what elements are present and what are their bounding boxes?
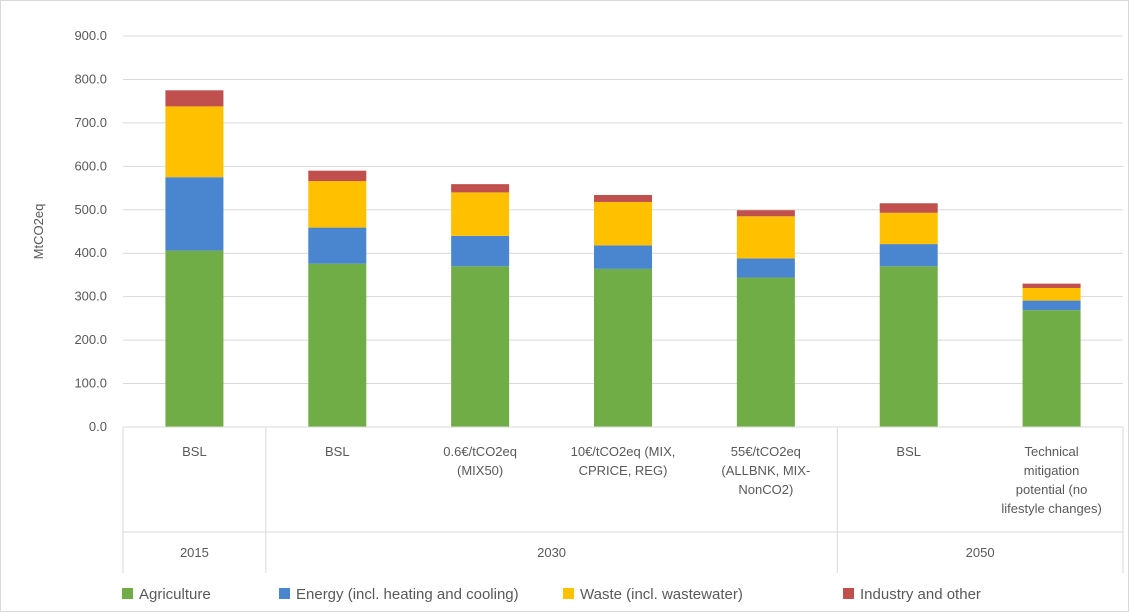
bar-segment bbox=[165, 90, 224, 107]
bar-segment bbox=[736, 258, 795, 278]
legend-swatch bbox=[563, 588, 574, 599]
y-tick-label: 800.0 bbox=[74, 71, 107, 86]
x-tick-label-line: 10€/tCO2eq (MIX, bbox=[571, 444, 676, 459]
legend-label: Agriculture bbox=[139, 586, 211, 603]
bar-segment bbox=[165, 250, 224, 427]
bar-segment bbox=[594, 201, 652, 246]
bar-segment bbox=[165, 177, 224, 251]
bar-segment bbox=[451, 266, 510, 427]
legend-swatch bbox=[279, 588, 290, 599]
y-tick-label: 900.0 bbox=[74, 28, 107, 43]
y-tick-label: 700.0 bbox=[74, 115, 107, 130]
x-tick-label: 10€/tCO2eq (MIX, CPRICE, REG) bbox=[571, 444, 676, 478]
bar-segment bbox=[165, 106, 224, 178]
bar-segment bbox=[1022, 310, 1081, 427]
bar-segment bbox=[879, 244, 938, 267]
y-tick-label: 400.0 bbox=[74, 245, 107, 260]
y-tick-label: 0.0 bbox=[89, 419, 107, 434]
x-tick-label-line: BSL bbox=[896, 444, 921, 459]
x-tick-label: 0.6€/tCO2eq (MIX50) bbox=[443, 444, 517, 478]
group-label: 2015 bbox=[180, 545, 209, 560]
bar-segment bbox=[879, 212, 938, 245]
bar-segment bbox=[308, 181, 367, 228]
x-tick-label: 55€/tCO2eq (ALLBNK, MIX- NonCO2) bbox=[721, 444, 810, 497]
x-tick-label: BSL bbox=[896, 444, 921, 459]
legend-swatch bbox=[843, 588, 854, 599]
legend-label: Energy (incl. heating and cooling) bbox=[296, 586, 519, 603]
bar-segment bbox=[308, 170, 367, 182]
bar-segment bbox=[1022, 283, 1081, 288]
bar-segment bbox=[1022, 287, 1081, 301]
x-tick-label-line: 0.6€/tCO2eq bbox=[443, 444, 517, 459]
bar-segment bbox=[736, 277, 795, 427]
bar-segment bbox=[594, 195, 652, 202]
group-label: 2050 bbox=[966, 545, 995, 560]
x-tick-label: Technical mitigation potential (no lifestyl… bbox=[1001, 444, 1101, 516]
bar-segment bbox=[594, 268, 652, 427]
x-tick-label-line: NonCO2) bbox=[738, 482, 793, 497]
y-tick-label: 100.0 bbox=[74, 376, 107, 391]
legend-label: Industry and other bbox=[860, 586, 981, 603]
x-tick-label-line: CPRICE, REG) bbox=[579, 463, 668, 478]
y-tick-label: 600.0 bbox=[74, 158, 107, 173]
y-tick-label: 200.0 bbox=[74, 332, 107, 347]
x-tick-label-line: (MIX50) bbox=[457, 463, 503, 478]
x-tick-label-line: 55€/tCO2eq bbox=[731, 444, 801, 459]
x-tick-label-line: Technical bbox=[1024, 444, 1078, 459]
bar-segment bbox=[879, 203, 938, 213]
group-label: 2030 bbox=[537, 545, 566, 560]
x-tick-label-line: BSL bbox=[182, 444, 207, 459]
legend-label: Waste (incl. wastewater) bbox=[580, 586, 743, 603]
x-tick-label: BSL bbox=[182, 444, 207, 459]
bar-segment bbox=[736, 210, 795, 217]
bar-segment bbox=[308, 263, 367, 427]
bar-segment bbox=[451, 235, 510, 267]
x-tick-label: BSL bbox=[325, 444, 350, 459]
y-tick-label: 500.0 bbox=[74, 202, 107, 217]
bar-segment bbox=[451, 184, 510, 193]
x-tick-label-line: (ALLBNK, MIX- bbox=[721, 463, 810, 478]
bar-segment bbox=[879, 266, 938, 427]
x-tick-label-line: lifestyle changes) bbox=[1001, 501, 1101, 516]
bar-segment bbox=[451, 192, 510, 236]
x-tick-label-line: BSL bbox=[325, 444, 350, 459]
bar-segment bbox=[736, 216, 795, 259]
y-tick-label: 300.0 bbox=[74, 289, 107, 304]
y-axis-label: MtCO2eq bbox=[31, 204, 46, 260]
x-tick-label-line: potential (no bbox=[1016, 482, 1088, 497]
legend-swatch bbox=[122, 588, 133, 599]
bar-segment bbox=[594, 245, 652, 269]
x-tick-label-line: mitigation bbox=[1024, 463, 1080, 478]
bar-segment bbox=[308, 227, 367, 264]
bar-segment bbox=[1022, 300, 1081, 311]
